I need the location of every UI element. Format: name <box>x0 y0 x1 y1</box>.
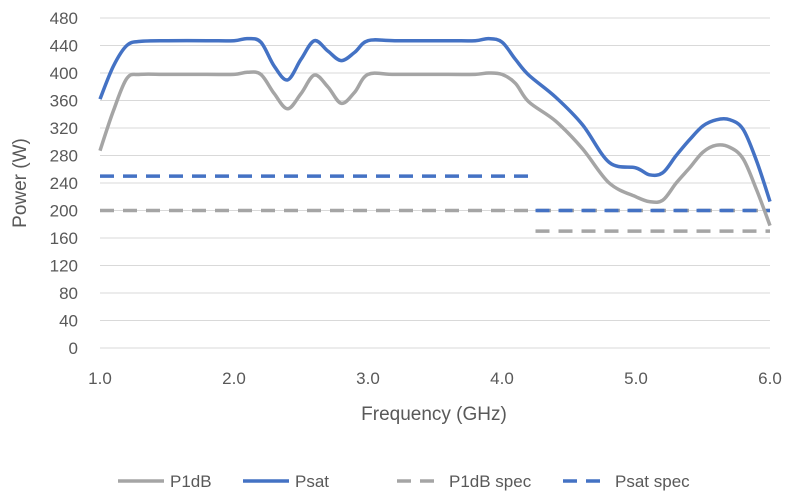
legend-label-p1db-spec: P1dB spec <box>449 472 532 491</box>
x-axis-ticks: 1.0 2.0 3.0 4.0 5.0 6.0 <box>88 369 782 388</box>
y-tick-label: 40 <box>59 312 78 331</box>
y-axis-ticks: 0 40 80 120 160 200 240 280 320 360 400 440 480 <box>50 9 78 358</box>
y-tick-label: 160 <box>50 229 78 248</box>
x-tick-label: 6.0 <box>758 369 782 388</box>
x-tick-label: 3.0 <box>356 369 380 388</box>
x-tick-label: 4.0 <box>490 369 514 388</box>
y-tick-label: 240 <box>50 174 78 193</box>
y-tick-label: 480 <box>50 9 78 28</box>
x-axis-title: Frequency (GHz) <box>361 404 507 425</box>
y-tick-label: 120 <box>50 257 78 276</box>
series-line-psat <box>98 36 772 203</box>
y-tick-label: 320 <box>50 119 78 138</box>
legend: P1dB Psat P1dB spec Psat spec <box>118 472 690 491</box>
series-lines <box>98 36 772 233</box>
y-axis-title: Power (W) <box>10 138 31 228</box>
x-tick-label: 1.0 <box>88 369 112 388</box>
x-tick-label: 5.0 <box>624 369 648 388</box>
y-tick-label: 280 <box>50 147 78 166</box>
y-tick-label: 0 <box>69 339 78 358</box>
y-tick-label: 400 <box>50 64 78 83</box>
gridlines <box>100 17 770 349</box>
series-line-p1db <box>98 70 772 227</box>
legend-label-psat-spec: Psat spec <box>615 472 690 491</box>
y-tick-label: 80 <box>59 284 78 303</box>
y-tick-label: 440 <box>50 37 78 56</box>
y-tick-label: 200 <box>50 202 78 221</box>
y-tick-label: 360 <box>50 92 78 111</box>
legend-label-p1db: P1dB <box>170 472 212 491</box>
x-tick-label: 2.0 <box>222 369 246 388</box>
legend-label-psat: Psat <box>295 472 329 491</box>
